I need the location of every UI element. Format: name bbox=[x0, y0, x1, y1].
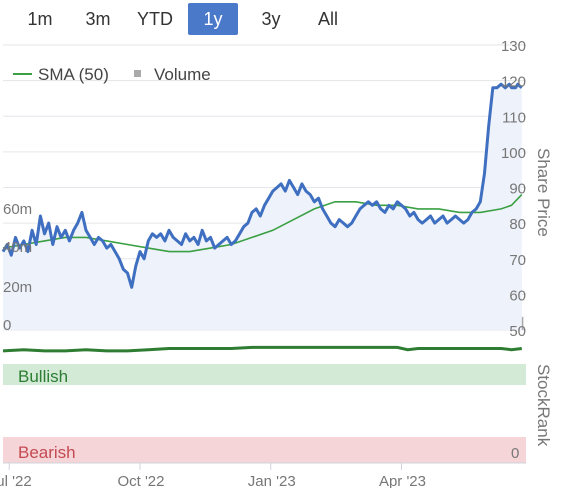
stockrank-zero-tick: 0 bbox=[511, 445, 519, 462]
right-tick-label: 80 bbox=[509, 216, 526, 233]
left-axis-ticks: 60m 40m 20m 0 bbox=[3, 201, 32, 334]
x-tick-label: Apr '23 bbox=[379, 473, 426, 488]
right-tick-label: 60 bbox=[509, 287, 526, 304]
right-tick-label: 90 bbox=[509, 181, 526, 198]
bearish-band bbox=[3, 437, 526, 463]
right-tick-label: 120 bbox=[501, 74, 526, 91]
range-button-all[interactable]: All bbox=[317, 9, 338, 29]
bearish-label: Bearish bbox=[18, 443, 76, 462]
sma-line bbox=[2, 194, 523, 253]
price-line bbox=[1, 82, 523, 289]
left-tick-label: 0 bbox=[3, 317, 11, 334]
right-tick-label: 70 bbox=[509, 252, 526, 269]
stockrank-line bbox=[2, 345, 522, 353]
stockrank-axis-label: StockRank bbox=[534, 364, 553, 447]
right-tick-label: 50 bbox=[509, 323, 526, 340]
x-tick-label: Jul '22 bbox=[0, 473, 32, 488]
legend: SMA (50) Volume bbox=[13, 65, 211, 84]
x-axis-ticks: Jul '22 Oct '22 Jan '23 Apr '23 bbox=[0, 463, 426, 488]
left-tick-label: 20m bbox=[3, 279, 32, 296]
right-axis-ticks: 130 120 110 100 90 80 70 60 50 bbox=[501, 38, 526, 340]
range-button-1m[interactable]: 1m bbox=[27, 9, 53, 29]
right-tick-label: 100 bbox=[501, 145, 526, 162]
x-tick-label: Oct '22 bbox=[117, 473, 164, 488]
sma-legend-label: SMA (50) bbox=[38, 65, 109, 84]
bullish-band bbox=[3, 364, 526, 385]
right-tick-label: 130 bbox=[501, 38, 526, 55]
x-tick-label: Jan '23 bbox=[248, 473, 296, 488]
stockrank-panel: Bullish Bearish 0 StockRank bbox=[2, 345, 553, 463]
left-tick-label: 60m bbox=[3, 201, 32, 218]
volume-bar bbox=[520, 316, 524, 330]
left-tick-label: 40m bbox=[3, 239, 32, 256]
right-tick-label: 110 bbox=[502, 109, 526, 126]
price-area bbox=[3, 84, 522, 330]
range-selector: 1m 3m YTD 1y 3y All bbox=[0, 0, 567, 40]
range-button-ytd[interactable]: YTD bbox=[137, 9, 173, 29]
volume-legend-swatch bbox=[134, 70, 141, 77]
range-button-3m[interactable]: 3m bbox=[85, 9, 111, 29]
bullish-label: Bullish bbox=[18, 367, 68, 386]
volume-legend-label: Volume bbox=[154, 65, 211, 84]
range-button-1y[interactable]: 1y bbox=[188, 3, 238, 35]
share-price-axis-label: Share Price bbox=[534, 148, 553, 237]
range-button-3y[interactable]: 3y bbox=[261, 9, 281, 29]
